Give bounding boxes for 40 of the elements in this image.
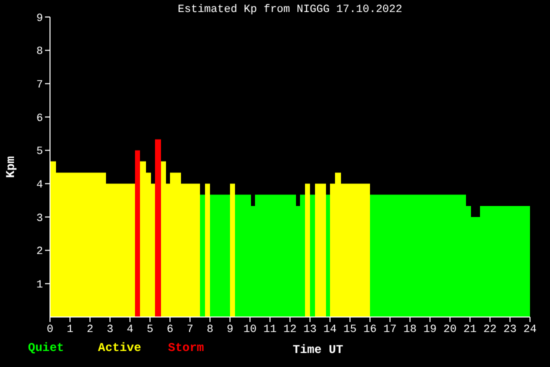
series-label: Active [98,341,142,355]
y-tick-label: 8 [36,46,43,58]
y-axis-title: Kpm [4,156,18,178]
x-tick-label: 19 [423,324,437,336]
x-axis-title: Time UT [292,343,344,357]
x-tick-label: 17 [383,324,397,336]
y-tick-label: 9 [36,12,43,25]
x-tick-label: 20 [443,324,457,336]
y-tick-label: 4 [36,180,44,192]
x-tick-label: 2 [86,324,94,336]
x-tick-label: 13 [303,324,317,336]
x-tick-label: 10 [243,324,257,336]
x-tick-label: 11 [263,324,277,336]
y-tick-label: 6 [36,112,43,125]
x-tick-label: 6 [166,324,174,336]
x-tick-label: 5 [146,324,154,336]
x-tick-label: 9 [226,324,234,336]
x-tick-label: 1 [66,324,74,336]
y-tick-label: 3 [36,212,43,225]
x-tick-label: 23 [503,324,517,336]
x-tick-label: 7 [186,324,194,336]
y-tick-label: 2 [36,246,43,258]
x-tick-label: 21 [463,324,477,336]
y-tick-label: 1 [36,280,44,292]
x-tick-label: 0 [46,324,54,336]
x-tick-label: 22 [483,324,497,336]
text: Storm [168,341,206,355]
y-tick-label: 5 [36,146,43,158]
y-tick-label: 7 [36,80,43,92]
x-tick-label: 15 [343,324,357,336]
x-tick-label: 8 [206,324,214,336]
x-tick-label: 12 [283,324,297,336]
x-tick-label: 14 [323,324,337,336]
text: Quiet [28,341,66,355]
chart-title: Estimated Kp from NIGGG 17.10.2022 [178,4,402,16]
x-tick-label: 3 [106,324,114,336]
x-tick-label: 4 [126,324,134,336]
x-tick-label: 24 [523,324,537,336]
x-tick-label: 16 [363,324,377,336]
x-tick-label: 18 [403,324,417,336]
